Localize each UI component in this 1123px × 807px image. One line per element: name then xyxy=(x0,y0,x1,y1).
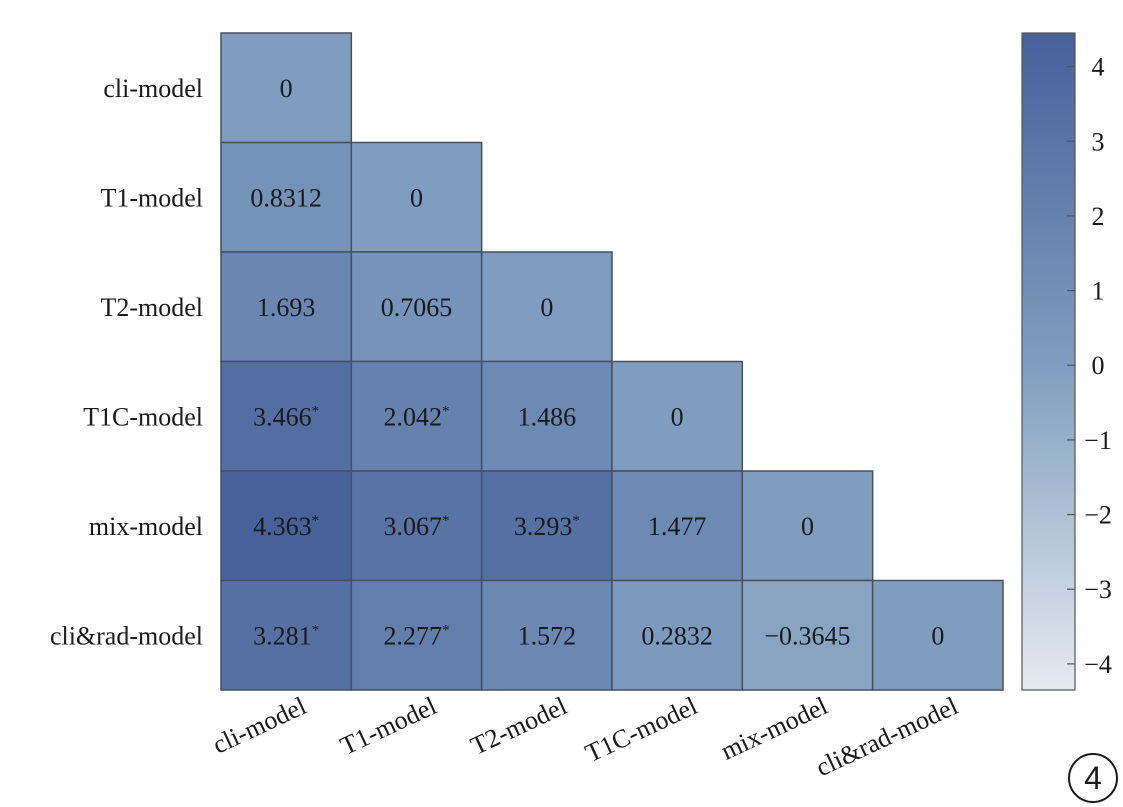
cell-rect xyxy=(350,251,483,363)
heatmap-cell: 3.466* xyxy=(220,360,353,472)
colorbar: 4 3 2 1 0 −1 −2 −3 −4 xyxy=(1021,32,1112,691)
cell-rect xyxy=(480,251,613,363)
cell-value: 0.7065 xyxy=(381,293,453,322)
heatmap-cell: 3.293* xyxy=(480,470,613,582)
cell-value: −0.3645 xyxy=(764,621,850,650)
significance-mark: * xyxy=(312,513,320,529)
column-label: cli&rad-model xyxy=(811,691,962,782)
cell-value: 0 xyxy=(410,183,423,212)
cell-rect xyxy=(350,579,483,691)
heatmap-cell: 0.2832 xyxy=(611,579,744,691)
cell-rect xyxy=(741,470,874,582)
row-label: mix-model xyxy=(89,512,203,541)
significance-mark: * xyxy=(312,622,320,638)
cell-value: 1.572 xyxy=(518,621,577,650)
cell-value: 2.042* xyxy=(383,402,449,431)
heatmap-cell: 0 xyxy=(741,470,874,582)
cell-value: 3.293* xyxy=(514,512,580,541)
heatmap-cell: 0.7065 xyxy=(350,251,483,363)
significance-mark: * xyxy=(572,513,580,529)
significance-mark: * xyxy=(442,622,450,638)
heatmap-cells: 0 0.8312 0 1.693 0.7065 0 3.466* 2.042* 1.486 0 4.… xyxy=(220,32,1004,691)
heatmap-cell: 0 xyxy=(350,141,483,253)
colorbar-tick-label: 0 xyxy=(1092,351,1105,380)
cell-rect xyxy=(350,360,483,472)
cell-value: 3.466* xyxy=(253,402,319,431)
heatmap-cell: 3.281* xyxy=(220,579,353,691)
panel-label: 4 xyxy=(1068,753,1118,803)
row-label: T2-model xyxy=(100,293,203,322)
heatmap-cell: 3.067* xyxy=(350,470,483,582)
heatmap-cell: 0 xyxy=(480,251,613,363)
cell-value: 0 xyxy=(931,621,944,650)
colorbar-gradient xyxy=(1021,32,1076,691)
cell-value: 1.486 xyxy=(518,402,577,431)
cell-value: 2.277* xyxy=(383,621,449,650)
heatmap-cell: 2.277* xyxy=(350,579,483,691)
column-labels: cli-model T1-model T2-model T1C-model mix-mo… xyxy=(208,691,962,782)
heatmap-cell: 0.8312 xyxy=(220,141,353,253)
cell-rect xyxy=(220,32,353,144)
cell-rect xyxy=(611,579,744,691)
heatmap-cell: 1.486 xyxy=(480,360,613,472)
cell-value: 0 xyxy=(280,74,293,103)
cell-rect xyxy=(220,251,353,363)
colorbar-tick-label: −3 xyxy=(1084,575,1112,604)
cell-rect xyxy=(220,579,353,691)
cell-rect xyxy=(741,579,874,691)
column-label: cli-model xyxy=(208,691,311,759)
significance-mark: * xyxy=(442,513,450,529)
cell-value: 0 xyxy=(540,293,553,322)
heatmap-cell: 4.363* xyxy=(220,470,353,582)
significance-mark: * xyxy=(442,403,450,419)
colorbar-tick-label: 2 xyxy=(1092,202,1105,231)
cell-rect xyxy=(611,470,744,582)
cell-rect xyxy=(480,470,613,582)
colorbar-tick-label: −4 xyxy=(1084,650,1112,679)
colorbar-tick-label: −2 xyxy=(1084,501,1112,530)
row-label: T1C-model xyxy=(83,402,203,431)
cell-value: 1.477 xyxy=(648,512,707,541)
cell-value: 4.363* xyxy=(253,512,319,541)
cell-value: 3.281* xyxy=(253,621,319,650)
row-label: cli-model xyxy=(103,74,203,103)
row-labels: cli-model T1-model T2-model T1C-model mix-mo… xyxy=(50,74,203,651)
cell-rect xyxy=(480,579,613,691)
cell-rect xyxy=(350,141,483,253)
row-label: cli&rad-model xyxy=(50,621,203,650)
cell-value: 0.8312 xyxy=(250,183,322,212)
heatmap-cell: 2.042* xyxy=(350,360,483,472)
colorbar-tick-label: 1 xyxy=(1092,277,1105,306)
heatmap-cell: 1.693 xyxy=(220,251,353,363)
significance-mark: * xyxy=(312,403,320,419)
panel-label-text: 4 xyxy=(1084,760,1102,796)
row-label: T1-model xyxy=(100,183,203,212)
cell-rect xyxy=(611,360,744,472)
heatmap-cell: −0.3645 xyxy=(741,579,874,691)
heatmap-cell: 0 xyxy=(871,579,1004,691)
colorbar-tick-label: 4 xyxy=(1092,53,1105,82)
cell-value: 0 xyxy=(671,402,684,431)
heatmap-cell: 1.477 xyxy=(611,470,744,582)
cell-rect xyxy=(871,579,1004,691)
cell-value: 0.2832 xyxy=(641,621,713,650)
column-label: T2-model xyxy=(466,691,571,761)
cell-rect xyxy=(220,141,353,253)
colorbar-tick-label: −1 xyxy=(1084,426,1112,455)
column-label: T1-model xyxy=(336,691,441,761)
cell-value: 0 xyxy=(801,512,814,541)
cell-rect xyxy=(350,470,483,582)
cell-value: 3.067* xyxy=(383,512,449,541)
colorbar-tick-label: 3 xyxy=(1092,127,1105,156)
column-label: T1C-model xyxy=(581,691,702,768)
heatmap-cell: 1.572 xyxy=(480,579,613,691)
heatmap-cell: 0 xyxy=(611,360,744,472)
cell-value: 1.693 xyxy=(257,293,316,322)
heatmap-cell: 0 xyxy=(220,32,353,144)
